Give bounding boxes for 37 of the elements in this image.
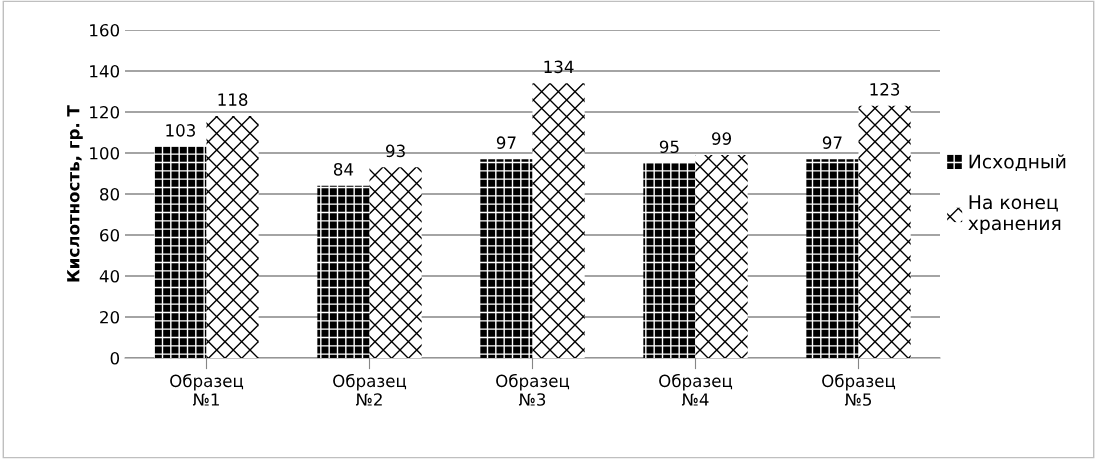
bar — [480, 159, 533, 358]
data-label: 99 — [712, 132, 732, 145]
bar — [858, 105, 911, 358]
data-label: 123 — [870, 83, 900, 96]
data-label: 95 — [659, 140, 679, 154]
bar — [532, 83, 585, 358]
x-tick-label: Образец №5 — [822, 373, 896, 406]
bar — [317, 185, 370, 358]
bar — [643, 163, 696, 358]
bar — [369, 167, 422, 358]
data-label: 134 — [544, 60, 574, 74]
y-tick-label: 40 — [99, 269, 120, 283]
data-label: 93 — [386, 144, 405, 158]
y-tick-label: 20 — [100, 310, 120, 324]
data-label: 118 — [218, 93, 248, 106]
y-tick-label: 120 — [90, 105, 120, 119]
data-label: 84 — [333, 163, 354, 176]
y-tick-label: 100 — [90, 146, 120, 160]
data-label: 103 — [166, 124, 195, 137]
legend-label: Исходный — [969, 154, 1066, 171]
x-tick-label: Образец №1 — [170, 373, 244, 406]
y-axis-title: Кислотность, гр. Т — [67, 105, 83, 282]
legend-label: На конец хранения — [968, 195, 1061, 234]
bar — [695, 155, 748, 358]
x-tick-label: Образец №3 — [496, 373, 570, 406]
y-tick-label: 0 — [110, 351, 120, 365]
y-tick-label: 160 — [90, 23, 120, 37]
bar — [154, 146, 207, 358]
y-tick-label: 60 — [100, 228, 120, 242]
data-label: 97 — [496, 136, 516, 149]
x-tick-label: Образец №4 — [659, 373, 733, 406]
data-label: 97 — [822, 136, 842, 149]
y-tick-label: 140 — [90, 64, 120, 78]
bar — [206, 116, 259, 358]
bar — [806, 159, 859, 358]
y-tick-label: 80 — [100, 187, 120, 201]
x-tick-label: Образец №2 — [333, 373, 407, 406]
